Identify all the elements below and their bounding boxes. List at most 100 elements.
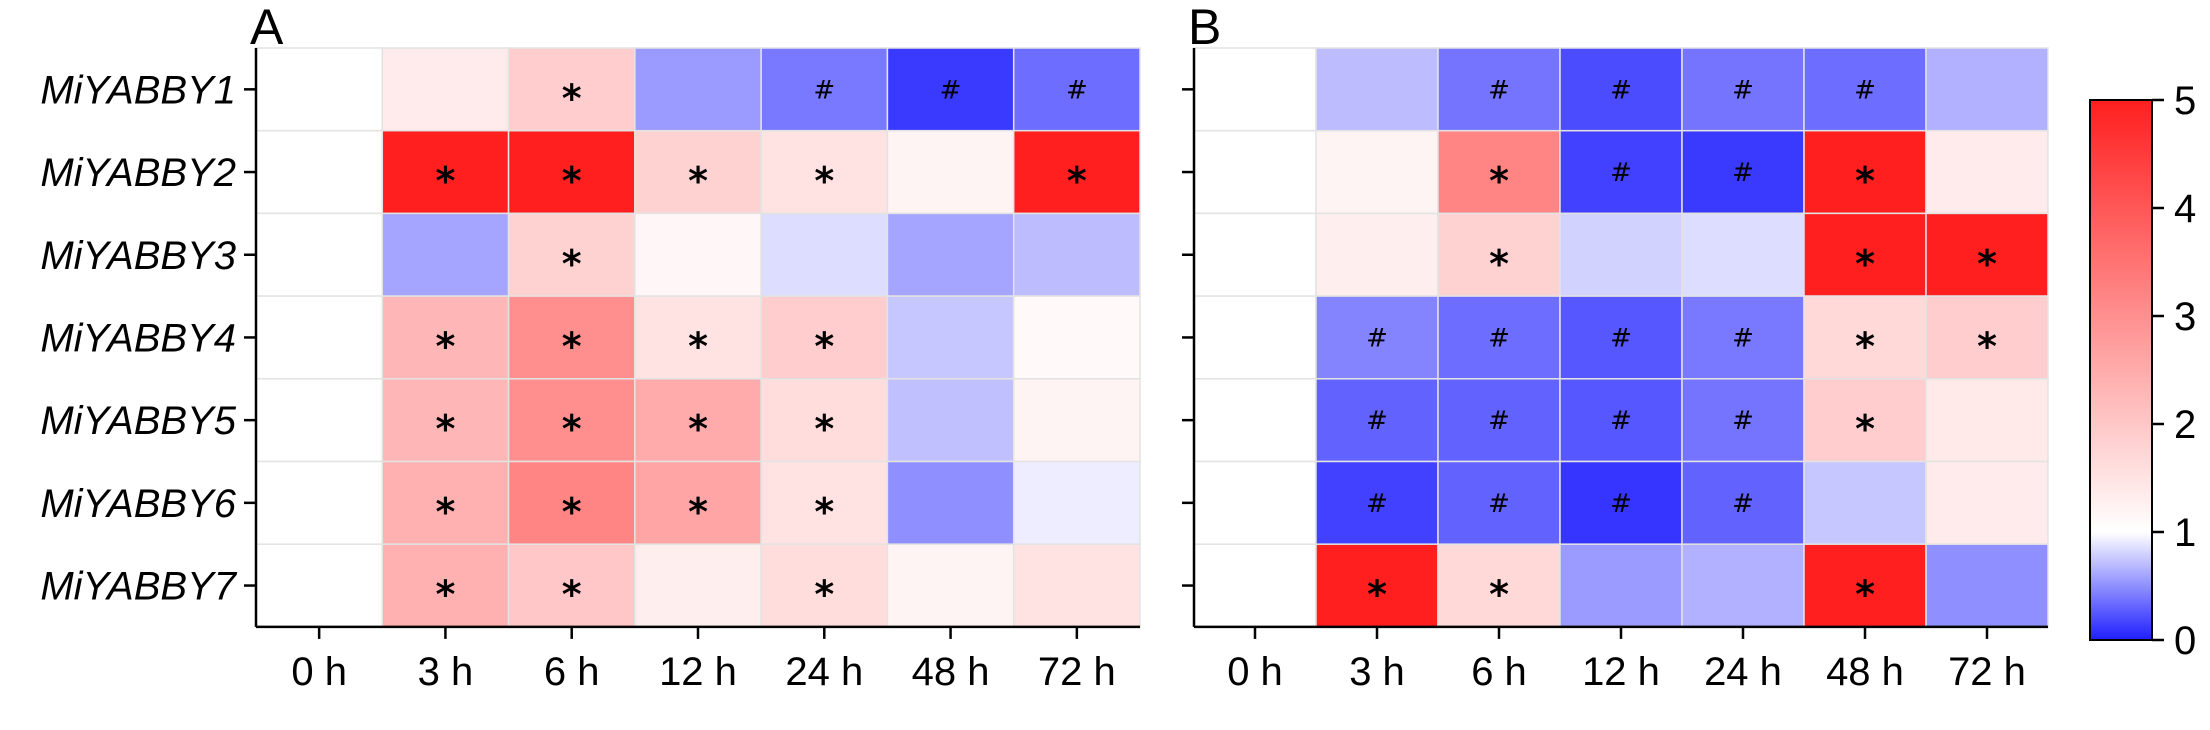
- heatmap-cell: [255, 295, 384, 380]
- colorbar-tick-label: 1: [2174, 511, 2196, 555]
- significance-hash: #: [1488, 406, 1510, 436]
- heatmap-cell: [1437, 47, 1561, 132]
- heatmap-cell: [507, 378, 636, 463]
- heatmap-cell: [1315, 378, 1439, 463]
- significance-star: *: [435, 407, 455, 451]
- time-label: 72 h: [1038, 650, 1116, 694]
- significance-hash: #: [1488, 323, 1510, 353]
- heatmap-cell: [886, 295, 1015, 380]
- significance-star: *: [562, 159, 582, 203]
- heatmap-cell: [1012, 378, 1141, 463]
- gene-label: MiYABBY4: [40, 316, 236, 360]
- heatmap-cell: [760, 378, 889, 463]
- heatmap-cell: [886, 212, 1015, 297]
- significance-hash: #: [1366, 323, 1388, 353]
- heatmap-cell: [1193, 47, 1317, 132]
- gene-label: MiYABBY2: [40, 151, 236, 195]
- heatmap-cell: [255, 47, 384, 132]
- heatmap-cell: [1437, 378, 1561, 463]
- time-label: 6 h: [1471, 650, 1527, 694]
- significance-hash: #: [1066, 75, 1088, 105]
- heatmap-cell: [1193, 129, 1317, 215]
- time-label: 24 h: [785, 650, 863, 694]
- gene-label: MiYABBY5: [40, 399, 236, 443]
- significance-star: *: [1367, 573, 1387, 617]
- heatmap-cell: [1925, 129, 2049, 215]
- colorbar-gradient: [2089, 99, 2153, 641]
- heatmap-cell: [1681, 212, 1805, 297]
- heatmap-cell: [1012, 212, 1141, 297]
- heatmap-cell: [1925, 295, 2049, 380]
- heatmap-cell: [1012, 47, 1141, 132]
- heatmap-cell: [1681, 295, 1805, 380]
- heatmap-cell: [1803, 460, 1927, 545]
- panel-label-B: B: [1188, 0, 1221, 55]
- time-label: 12 h: [659, 650, 737, 694]
- time-label: 72 h: [1948, 650, 2026, 694]
- gene-label: MiYABBY6: [40, 482, 236, 526]
- heatmap-cell: [1681, 47, 1805, 132]
- heatmap-cell: [1012, 295, 1141, 380]
- significance-hash: #: [1488, 75, 1510, 105]
- significance-star: *: [562, 242, 582, 286]
- heatmap-cell: [1925, 378, 2049, 463]
- colorbar-tick-label: 0: [2174, 619, 2196, 663]
- significance-hash: #: [1732, 75, 1754, 105]
- significance-star: *: [1855, 242, 1875, 286]
- significance-star: *: [1855, 159, 1875, 203]
- colorbar: 0 1 2 3 4 5: [2089, 79, 2196, 663]
- heatmap-cell: [1681, 129, 1805, 215]
- gene-label: MiYABBY3: [40, 234, 236, 278]
- panel-B: B # # # # * # # * * * * # # # # * * # # # # * # # # # * * * 0 h 3 h 6 h 1…: [1182, 0, 2049, 694]
- heatmap-cell: [1559, 378, 1683, 463]
- colorbar-tick-label: 2: [2174, 403, 2196, 447]
- colorbar-tick-label: 4: [2174, 187, 2196, 231]
- significance-hash: #: [1366, 489, 1388, 519]
- time-label: 3 h: [1349, 650, 1405, 694]
- heatmap-cell: [760, 129, 889, 215]
- gene-label: MiYABBY1: [40, 68, 236, 112]
- heatmap-cell: [760, 295, 889, 380]
- heatmap-cell: [507, 129, 636, 215]
- heatmap-cell: [634, 47, 762, 132]
- significance-hash: #: [1366, 406, 1388, 436]
- significance-star: *: [562, 573, 582, 617]
- heatmap-cell: [1315, 460, 1439, 545]
- significance-hash: #: [1610, 75, 1632, 105]
- significance-star: *: [435, 490, 455, 534]
- significance-star: *: [1067, 159, 1087, 203]
- heatmap-cell: [1315, 212, 1439, 297]
- heatmap-cell: [1925, 47, 2049, 132]
- significance-star: *: [435, 159, 455, 203]
- significance-star: *: [688, 159, 708, 203]
- heatmap-cell: [1681, 460, 1805, 545]
- heatmap-cell: [507, 212, 636, 297]
- heatmap-cell: [255, 460, 384, 545]
- significance-star: *: [814, 490, 834, 534]
- heatmap-cell: [634, 543, 762, 628]
- significance-star: *: [1977, 242, 1997, 286]
- significance-star: *: [814, 324, 834, 368]
- heatmap-cell: [1803, 378, 1927, 463]
- heatmap-cell: [1925, 460, 2049, 545]
- significance-hash: #: [1610, 406, 1632, 436]
- significance-hash: #: [1732, 489, 1754, 519]
- significance-star: *: [562, 490, 582, 534]
- heatmap-cell: [1437, 295, 1561, 380]
- heatmap-cell: [1315, 543, 1439, 628]
- significance-hash: #: [1732, 406, 1754, 436]
- significance-hash: #: [1610, 158, 1632, 188]
- heatmap-cell: [760, 543, 889, 628]
- significance-star: *: [688, 490, 708, 534]
- heatmap-cell: [1681, 543, 1805, 628]
- heatmap-cell: [1803, 295, 1927, 380]
- significance-hash: #: [1854, 75, 1876, 105]
- significance-star: *: [1489, 573, 1509, 617]
- heatmap-cell: [634, 460, 762, 545]
- heatmap-cell: [1193, 460, 1317, 545]
- heatmap-cell: [1193, 212, 1317, 297]
- significance-star: *: [435, 573, 455, 617]
- time-label: 12 h: [1582, 650, 1660, 694]
- significance-star: *: [1855, 407, 1875, 451]
